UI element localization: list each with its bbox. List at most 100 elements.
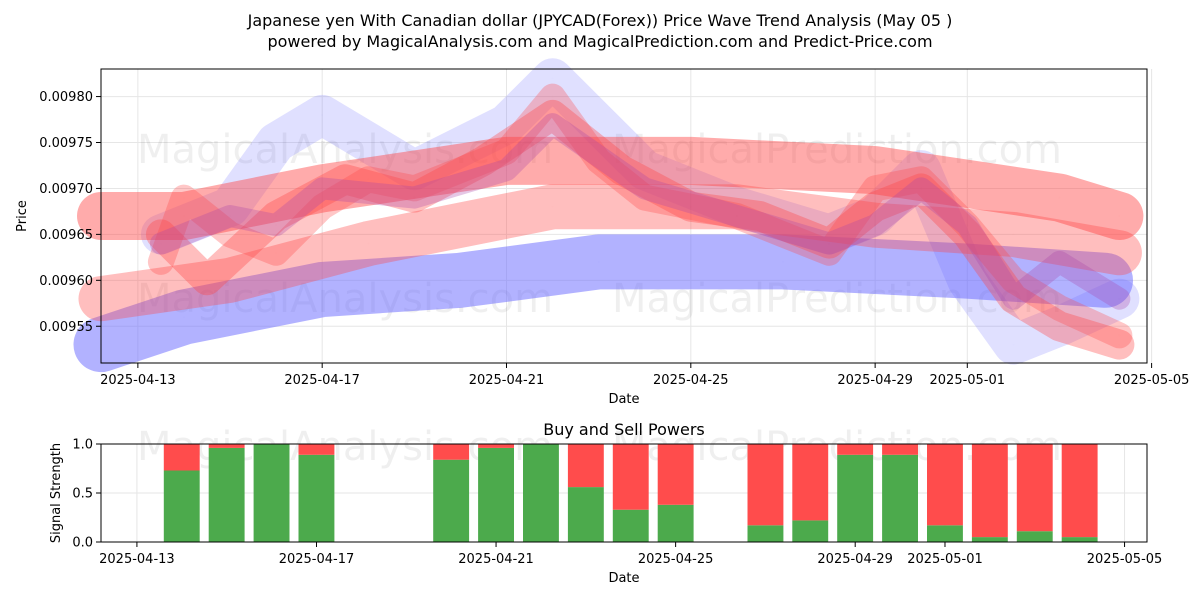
series-point-blue-wave xyxy=(1012,344,1014,346)
bottom-x-tick-label: 2025-04-21 xyxy=(458,552,534,567)
series-point-purple-wave xyxy=(966,224,968,226)
bottom-y-tick-label: 1.0 xyxy=(72,438,93,453)
series-point-red-wave-2 xyxy=(229,233,231,235)
series-point-purple-wave xyxy=(275,224,277,226)
series-point-blue-wave xyxy=(552,77,554,79)
buy-bar xyxy=(433,459,470,542)
buy-bar xyxy=(567,487,604,542)
sell-bar xyxy=(298,444,335,455)
series-point-purple-wave xyxy=(1012,298,1014,300)
sell-bar xyxy=(433,444,470,460)
series-line-blue-wave xyxy=(140,58,1140,365)
sell-bar xyxy=(792,444,829,521)
series-point-blue-band-lower xyxy=(782,261,784,263)
bottom-axes: 2025-04-13 2025-04-17 2025-04-21 2025-04-25… xyxy=(72,438,1162,568)
series-point-blue-band-lower xyxy=(183,316,185,318)
series-point-red-band-1 xyxy=(1058,197,1060,199)
series-point-purple-wave xyxy=(413,197,415,199)
series-point-blue-band-lower xyxy=(598,261,600,263)
series-point-blue-band-lower xyxy=(459,279,461,281)
series-point-purple-wave xyxy=(321,187,323,189)
top-x-tick-label: 2025-05-01 xyxy=(930,373,1006,388)
bottom-x-tick-label: 2025-05-01 xyxy=(907,552,983,567)
sell-bar xyxy=(1061,444,1098,538)
bottom-y-tick-label: 0.5 xyxy=(72,487,93,502)
bottom-x-tick-label: 2025-04-29 xyxy=(817,552,893,567)
sell-bar xyxy=(567,444,604,488)
buy-bar xyxy=(163,470,200,542)
series-point-red-wave-2 xyxy=(874,187,876,189)
series-point-red-wave-2 xyxy=(160,261,162,263)
top-y-tick-label: 0.00970 xyxy=(39,182,93,197)
series-point-red-wave-2 xyxy=(275,252,277,254)
buy-bar xyxy=(523,444,559,542)
buy-bar xyxy=(478,447,514,542)
series-point-purple-wave xyxy=(552,123,554,125)
bottom-bars-layer xyxy=(163,444,1098,542)
sell-bar xyxy=(612,444,649,510)
sell-bar xyxy=(971,444,1008,538)
buy-bar xyxy=(747,525,784,542)
series-point-blue-wave xyxy=(506,123,508,125)
series-point-red-band-1 xyxy=(874,169,876,171)
series-point-red-wave-2 xyxy=(183,197,185,199)
top-y-axis-label: Price xyxy=(15,200,30,232)
series-point-red-band-2 xyxy=(1012,233,1014,235)
series-point-red-wave-2 xyxy=(552,96,554,98)
series-point-red-band-2 xyxy=(1118,252,1120,254)
top-y-tick-label: 0.00955 xyxy=(39,320,93,335)
top-x-tick-label: 2025-04-17 xyxy=(284,373,360,388)
buy-bar xyxy=(927,525,963,542)
top-plot-frame xyxy=(100,68,1148,364)
buy-bar xyxy=(298,454,335,542)
chart-subtitle: powered by MagicalAnalysis.com and Magic… xyxy=(267,32,932,51)
top-y-tick-label: 0.00975 xyxy=(39,136,93,151)
buy-bar xyxy=(253,444,290,542)
series-line-purple-wave xyxy=(149,113,1131,310)
sell-bar xyxy=(927,444,963,526)
buy-bar xyxy=(612,509,649,542)
sell-bar xyxy=(1016,444,1053,532)
sell-bar xyxy=(747,444,784,526)
series-point-red-wave-1 xyxy=(206,279,208,281)
sell-bar xyxy=(478,444,514,448)
sell-bar xyxy=(657,444,694,505)
buy-bar xyxy=(657,504,694,542)
series-line-red-wave-2 xyxy=(147,83,1133,349)
top-x-axis-label: Date xyxy=(608,392,639,407)
series-point-red-wave-2 xyxy=(1118,334,1120,336)
bottom-x-tick-label: 2025-04-13 xyxy=(99,552,175,567)
top-x-tick-label: 2025-04-13 xyxy=(100,373,176,388)
series-point-red-band-1 xyxy=(690,160,692,162)
series-point-blue-wave xyxy=(321,114,323,116)
series-point-purple-wave xyxy=(920,187,922,189)
bottom-x-tick-label: 2025-04-17 xyxy=(279,552,355,567)
series-point-purple-wave xyxy=(229,215,231,217)
top-x-tick-label: 2025-05-05 xyxy=(1114,373,1190,388)
buy-bar xyxy=(792,520,829,542)
series-point-red-wave-2 xyxy=(1058,307,1060,309)
series-point-purple-wave xyxy=(1058,261,1060,263)
buy-bar xyxy=(208,447,245,542)
series-line-red-band-1 xyxy=(77,136,1144,240)
top-watermark: MagicalAnalysis.com xyxy=(137,127,553,173)
series-point-red-wave-2 xyxy=(367,178,369,180)
buy-bar xyxy=(882,454,918,542)
top-watermark: MagicalPrediction.com xyxy=(612,127,1062,173)
series-point-red-wave-1 xyxy=(1058,325,1060,327)
series-point-red-band-2 xyxy=(552,206,554,208)
top-series-layer xyxy=(73,58,1144,373)
bottom-y-axis-label: Signal Strength xyxy=(49,443,64,543)
series-point-purple-wave xyxy=(644,187,646,189)
sell-bar xyxy=(163,444,200,471)
top-x-tick-label: 2025-04-21 xyxy=(469,373,545,388)
top-x-tick-label: 2025-04-25 xyxy=(653,373,729,388)
series-point-red-wave-2 xyxy=(459,169,461,171)
chart-title: Japanese yen With Canadian dollar (JPYCA… xyxy=(247,11,953,30)
series-point-purple-wave xyxy=(736,215,738,217)
top-y-tick-label: 0.00980 xyxy=(39,90,93,105)
series-point-blue-wave xyxy=(275,142,277,144)
bottom-chart-title: Buy and Sell Powers xyxy=(543,420,705,439)
buy-bar xyxy=(971,537,1008,542)
